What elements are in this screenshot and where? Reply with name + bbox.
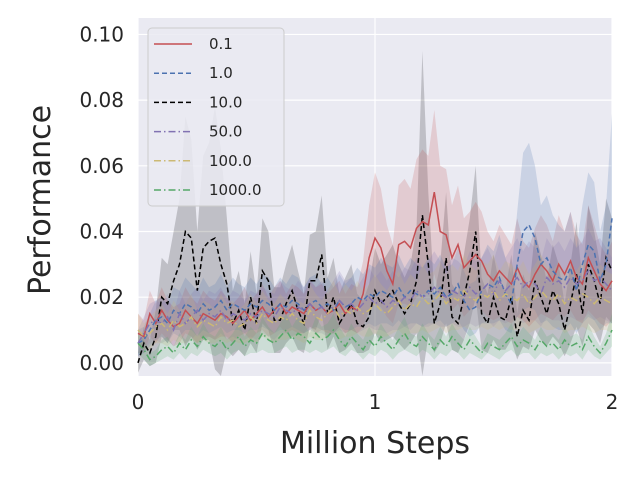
legend-label: 50.0 [209, 123, 242, 141]
y-tick-label: 0.10 [79, 22, 124, 46]
x-tick-label: 1 [369, 390, 382, 414]
y-tick-label: 0.00 [79, 351, 124, 375]
y-tick-label: 0.02 [79, 285, 124, 309]
series-line-1000.0 [137, 328, 613, 361]
band-100.0 [138, 254, 612, 350]
x-tick-label: 0 [132, 390, 145, 414]
y-tick-label: 0.04 [79, 219, 124, 243]
series-line-100.0 [137, 289, 613, 338]
y-axis-title: Performance [23, 105, 58, 295]
legend-label: 0.1 [209, 35, 233, 53]
series-lines [137, 191, 613, 364]
series-line-0.1 [137, 191, 613, 338]
y-tick-label: 0.08 [79, 88, 124, 112]
legend-label: 10.0 [209, 93, 242, 111]
x-tick-label: 2 [606, 390, 619, 414]
y-tick-label: 0.06 [79, 154, 124, 178]
legend-label: 1000.0 [209, 181, 262, 199]
series-line-50.0 [137, 269, 613, 344]
series-line-1.0 [137, 218, 613, 344]
x-axis-title: Million Steps [280, 426, 470, 461]
x-axis-ticks: 0 1 2 [132, 390, 619, 414]
legend: 0.1 1.0 10.0 50.0 100.0 1000.0 [147, 27, 285, 207]
series-line-10.0 [137, 215, 613, 364]
band-1000.0 [138, 313, 612, 367]
legend-label: 100.0 [209, 152, 252, 170]
legend-box [147, 27, 285, 207]
y-axis-ticks: 0.00 0.02 0.04 0.06 0.08 0.10 [79, 22, 124, 374]
legend-label: 1.0 [209, 64, 233, 82]
